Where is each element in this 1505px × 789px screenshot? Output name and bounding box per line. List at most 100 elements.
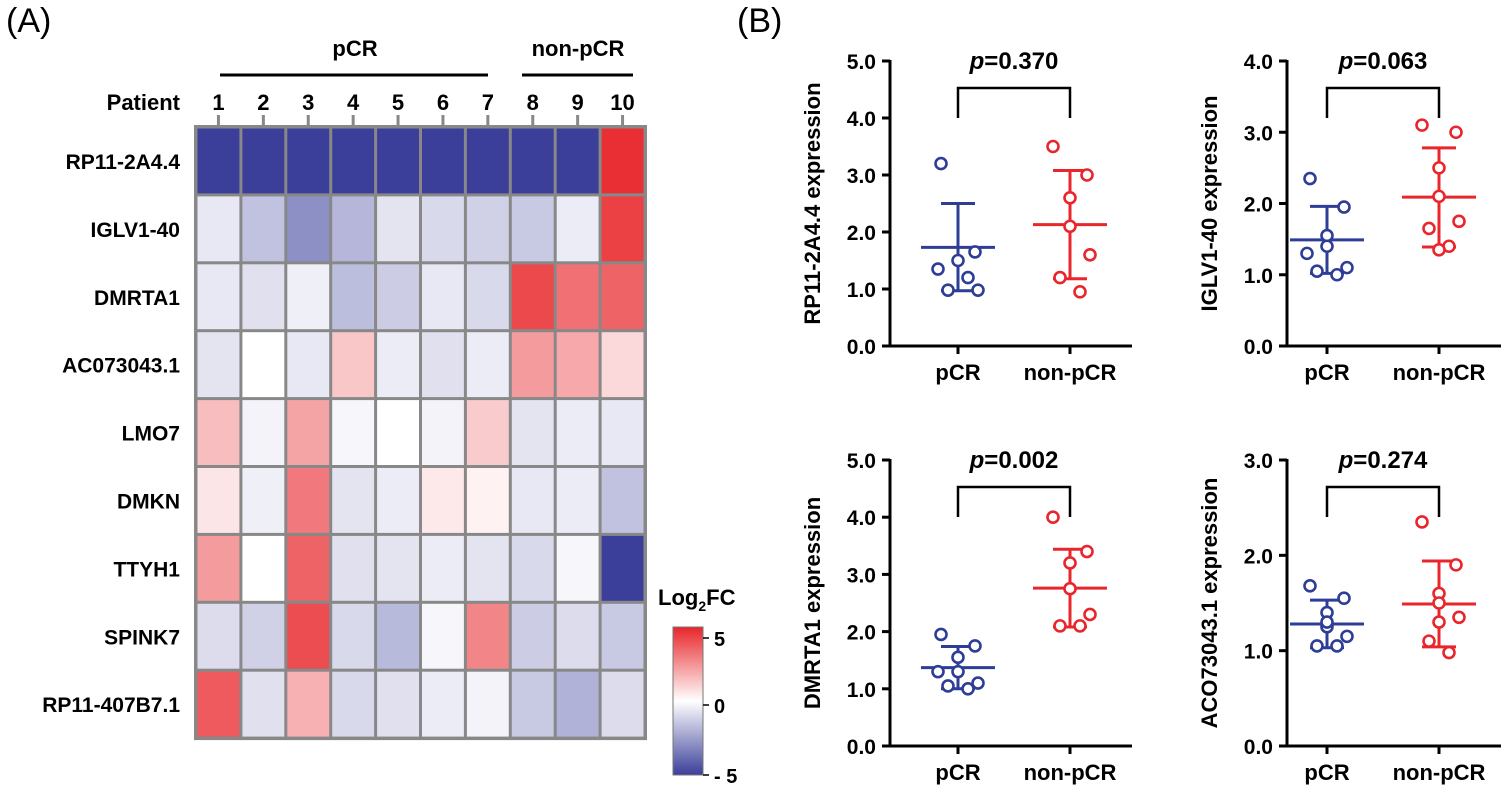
data-point: [1303, 171, 1317, 186]
colorbar-title-sub: 2: [698, 598, 706, 614]
heatmap-cell: [287, 603, 330, 669]
heatmap-cell: [377, 603, 419, 669]
data-point: [1442, 645, 1456, 660]
heatmap-cell: [377, 535, 419, 601]
heatmap-cell: [511, 671, 554, 737]
heatmap-cell: [332, 196, 375, 262]
group-label-non-pcr: non-pCR: [532, 36, 625, 61]
data-point: [961, 681, 975, 696]
scatter-panel: 0.0 1.0 2.0 3.0 4.0 pCR non-pCR IGLV1-40 expres…: [1197, 48, 1501, 385]
patient-label: 4: [347, 90, 360, 115]
heatmap-cell: [466, 400, 509, 465]
heatmap-cell: [242, 400, 285, 465]
y-tick-label: 5.0: [847, 450, 876, 473]
heatmap-cell: [601, 671, 644, 737]
heatmap-cell: [287, 535, 330, 601]
data-point: [951, 664, 965, 679]
gene-label: IGLV1-40: [91, 219, 180, 242]
data-point: [1415, 515, 1429, 529]
gene-label: SPINK7: [104, 626, 180, 649]
group-label-pcr: pCR: [332, 36, 377, 61]
heatmap-cell: [242, 196, 285, 262]
x-tick-label: pCR: [935, 360, 980, 385]
data-point: [1310, 639, 1324, 653]
patient-header: Patient: [107, 90, 181, 115]
colorbar-title-tail: FC: [706, 585, 735, 610]
data-point: [1452, 214, 1466, 229]
heatmap-cell: [332, 264, 375, 330]
heatmap-cell: [556, 400, 599, 465]
heatmap-cell: [197, 264, 240, 330]
heatmap-cell: [466, 468, 509, 533]
y-tick-label: 4.0: [1244, 51, 1273, 74]
heatmap-cell: [332, 468, 375, 533]
data-point: [1073, 619, 1087, 633]
data-point: [1422, 221, 1436, 236]
y-tick-label: 3.0: [1244, 122, 1273, 145]
x-tick-label: pCR: [1304, 360, 1349, 385]
data-point: [1432, 161, 1446, 175]
patient-label: 10: [610, 90, 634, 115]
p-value-letter: p: [1338, 48, 1354, 75]
data-point: [1432, 189, 1446, 204]
patient-label: 1: [212, 90, 224, 115]
scatter-panels: 0.0 1.0 2.0 3.0 4.0 5.0 pCR non-pCR RP11-2A4.4 e…: [800, 48, 1501, 785]
heatmap-cell: [332, 400, 375, 465]
heatmap-cell: [422, 264, 464, 330]
data-point: [1340, 629, 1354, 644]
data-point: [1063, 581, 1077, 596]
heatmap-cell: [556, 196, 599, 262]
data-point: [951, 253, 965, 268]
y-tick-label: 1.0: [847, 279, 876, 302]
y-axis-label: DMRTA1 expression: [800, 497, 825, 709]
heatmap-cell: [287, 468, 330, 533]
heatmap-cell: [422, 400, 464, 465]
y-axis-label: IGLV1-40 expression: [1197, 95, 1222, 311]
data-point: [1320, 239, 1334, 254]
heatmap-cell: [332, 535, 375, 601]
colorbar-tick-label: 5: [714, 629, 725, 651]
y-axis-label: ACO73043.1 expression: [1197, 478, 1222, 729]
gene-label: LMO7: [122, 423, 180, 446]
data-point: [1432, 615, 1446, 629]
data-point: [1083, 607, 1097, 622]
data-point: [1080, 544, 1094, 559]
heatmap-cell: [422, 128, 464, 194]
heatmap-cell: [287, 671, 330, 737]
p-value-number: =0.063: [1353, 48, 1427, 75]
data-point: [1073, 285, 1087, 299]
y-tick-label: 1.0: [1244, 265, 1273, 288]
heatmap-cell: [466, 196, 509, 262]
p-value-number: =0.370: [984, 48, 1058, 75]
heatmap-cell: [287, 400, 330, 465]
data-point: [1063, 556, 1077, 570]
heatmap-cell: [242, 535, 285, 601]
data-point: [1337, 200, 1351, 214]
patient-label: 7: [482, 90, 494, 115]
heatmap-cell: [601, 603, 644, 669]
heatmap-cell: [466, 603, 509, 669]
patient-label: 5: [392, 90, 404, 115]
patient-label: 2: [257, 90, 269, 115]
heatmap-cell: [242, 128, 285, 194]
heatmap-cell: [377, 671, 419, 737]
heatmap-cell: [197, 671, 240, 737]
heatmap-cell: [197, 535, 240, 601]
heatmap-cell: [377, 332, 419, 398]
heatmap-cell: [466, 264, 509, 330]
data-point: [931, 262, 945, 276]
colorbar-title-main: Log: [658, 585, 698, 610]
heatmap-cell: [332, 332, 375, 398]
y-tick-label: 3.0: [847, 165, 876, 188]
patient-label: 9: [572, 90, 584, 115]
heatmap-cell: [511, 603, 554, 669]
heatmap-cell: [511, 128, 554, 194]
significance-bracket: [956, 485, 1072, 517]
significance-bracket: [1325, 485, 1441, 517]
y-tick-label: 0.0: [1244, 736, 1273, 759]
scatter-panel: 0.0 1.0 2.0 3.0 4.0 5.0 pCR non-pCR DMRTA1 expre…: [800, 447, 1132, 785]
heatmap-cell: [466, 332, 509, 398]
panel-b-label: (B): [737, 2, 782, 40]
heatmap-cell: [601, 264, 644, 330]
patient-label: 6: [437, 90, 449, 115]
